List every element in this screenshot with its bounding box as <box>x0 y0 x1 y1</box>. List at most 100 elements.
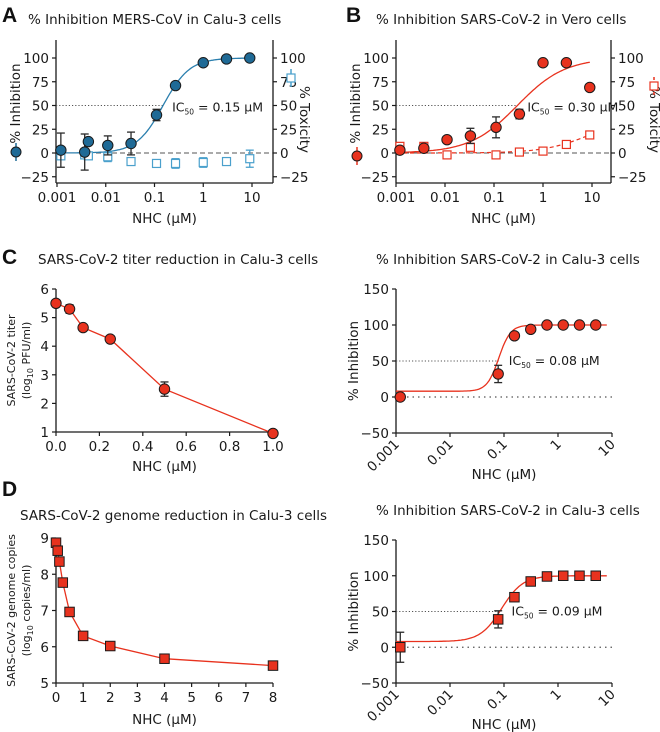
legend-square-marker <box>649 81 659 91</box>
y-tick-label: 50 <box>372 99 389 115</box>
data-point <box>509 591 520 603</box>
y-tick-label: −50 <box>361 676 390 692</box>
data-point <box>492 368 504 380</box>
x-tick-label: 0.1 <box>484 687 511 714</box>
data-point <box>77 630 89 642</box>
y-axis-label: SARS-CoV-2 genome copies <box>5 534 18 687</box>
chart-title: SARS-CoV-2 genome reduction in Calu-3 ce… <box>20 508 327 524</box>
x-tick-label: 1 <box>547 687 564 704</box>
y-tick-label-right: 75 <box>618 75 635 91</box>
data-point <box>63 303 76 315</box>
x-tick-label: 0.1 <box>483 190 504 206</box>
x-tick-label: 1 <box>79 690 88 706</box>
data-point <box>584 81 596 94</box>
x-axis-label: NHC (μM) <box>472 467 537 483</box>
y-tick-label: 150 <box>363 533 389 549</box>
y-tick-label-right: 100 <box>618 51 644 67</box>
x-tick-label: 0.001 <box>364 437 403 476</box>
y-tick-label: 0 <box>380 390 389 406</box>
fit-curve <box>396 575 607 643</box>
x-axis-label: NHC (μM) <box>132 712 197 728</box>
x-tick-label: 0.01 <box>424 437 457 470</box>
data-point <box>525 576 536 587</box>
x-tick-label: 5 <box>187 690 196 706</box>
legend-square-marker <box>286 73 296 83</box>
x-tick-label: 0.001 <box>377 190 416 206</box>
x-tick-label: 3 <box>133 690 142 706</box>
x-axis-label: NHC (μM) <box>132 211 197 227</box>
data-point <box>57 577 69 588</box>
x-tick-label: 0.8 <box>219 439 240 455</box>
data-point <box>508 330 521 342</box>
y-tick-label-right: 0 <box>280 146 289 162</box>
y-tick-label: 100 <box>363 569 389 585</box>
data-point <box>418 142 430 154</box>
x-tick-label: 0.01 <box>424 687 457 720</box>
data-point <box>170 158 181 169</box>
data-point <box>557 319 569 331</box>
data-point <box>159 653 170 664</box>
data-point <box>77 321 89 334</box>
series-line <box>55 302 274 435</box>
data-point <box>394 144 406 156</box>
data-point <box>590 319 602 331</box>
x-tick-label: 0.6 <box>175 439 196 455</box>
y-tick-label: 2 <box>40 396 49 412</box>
data-point <box>50 297 62 309</box>
data-point <box>537 57 549 69</box>
x-tick-label: 0.01 <box>430 190 460 206</box>
y-tick-label-right: 50 <box>618 99 635 115</box>
y-tick-label: 75 <box>372 75 389 91</box>
data-point <box>64 606 75 618</box>
x-tick-label: 0.1 <box>484 437 511 464</box>
x-axis-label: NHC (μM) <box>132 459 197 475</box>
y-tick-label-right: −25 <box>618 170 647 186</box>
y-tick-label: 6 <box>40 282 49 298</box>
data-point <box>126 156 136 167</box>
data-point <box>590 570 601 581</box>
data-point <box>525 323 537 336</box>
data-point <box>158 383 171 395</box>
data-point <box>169 79 182 92</box>
y-tick-label-right: 25 <box>618 122 635 138</box>
y-tick-label: 0 <box>380 146 389 162</box>
x-tick-label: 4 <box>160 690 169 706</box>
y-axis-label-right: % Toxicity <box>296 86 312 153</box>
data-point <box>198 157 208 168</box>
y-axis-label-units: (log10 copies/ml) <box>20 565 35 657</box>
y-tick-label: 5 <box>40 311 49 327</box>
series-line <box>55 542 274 667</box>
x-tick-label: 0.4 <box>132 439 153 455</box>
x-tick-label: 0.1 <box>144 190 165 206</box>
data-point <box>490 121 502 134</box>
y-tick-label-right: 25 <box>280 122 297 138</box>
y-tick-label: −25 <box>21 170 50 186</box>
y-tick-label-right: −25 <box>280 170 309 186</box>
chart-title: SARS-CoV-2 titer reduction in Calu-3 cel… <box>38 252 318 268</box>
data-point <box>574 570 585 581</box>
data-point <box>245 154 255 164</box>
y-tick-label: 50 <box>32 99 49 115</box>
chart-title: % Inhibition MERS-CoV in Calu-3 cells <box>28 12 281 28</box>
panel-d-right: % Inhibition SARS-CoV-2 in Calu-3 cells −… <box>346 503 640 732</box>
x-tick-label: 10 <box>243 190 260 206</box>
data-point <box>513 108 526 120</box>
toxicity-fit-curve <box>396 134 591 154</box>
y-tick-label: 0 <box>40 146 49 162</box>
data-point <box>394 391 406 403</box>
x-tick-label: 0.001 <box>38 190 77 206</box>
panel-c-left: C SARS-CoV-2 titer reduction in Calu-3 ce… <box>2 246 318 475</box>
y-tick-label: 25 <box>372 122 389 138</box>
y-tick-label: 25 <box>32 122 49 138</box>
x-tick-label: 0.001 <box>364 687 403 726</box>
x-tick-label: 7 <box>242 690 251 706</box>
y-tick-label: 100 <box>363 318 389 334</box>
x-tick-label: 1.0 <box>262 439 283 455</box>
y-tick-label: 100 <box>23 51 49 67</box>
panel-label: D <box>2 478 17 501</box>
data-point <box>560 57 573 69</box>
data-point <box>244 52 256 64</box>
x-tick-label: 2 <box>106 690 115 706</box>
